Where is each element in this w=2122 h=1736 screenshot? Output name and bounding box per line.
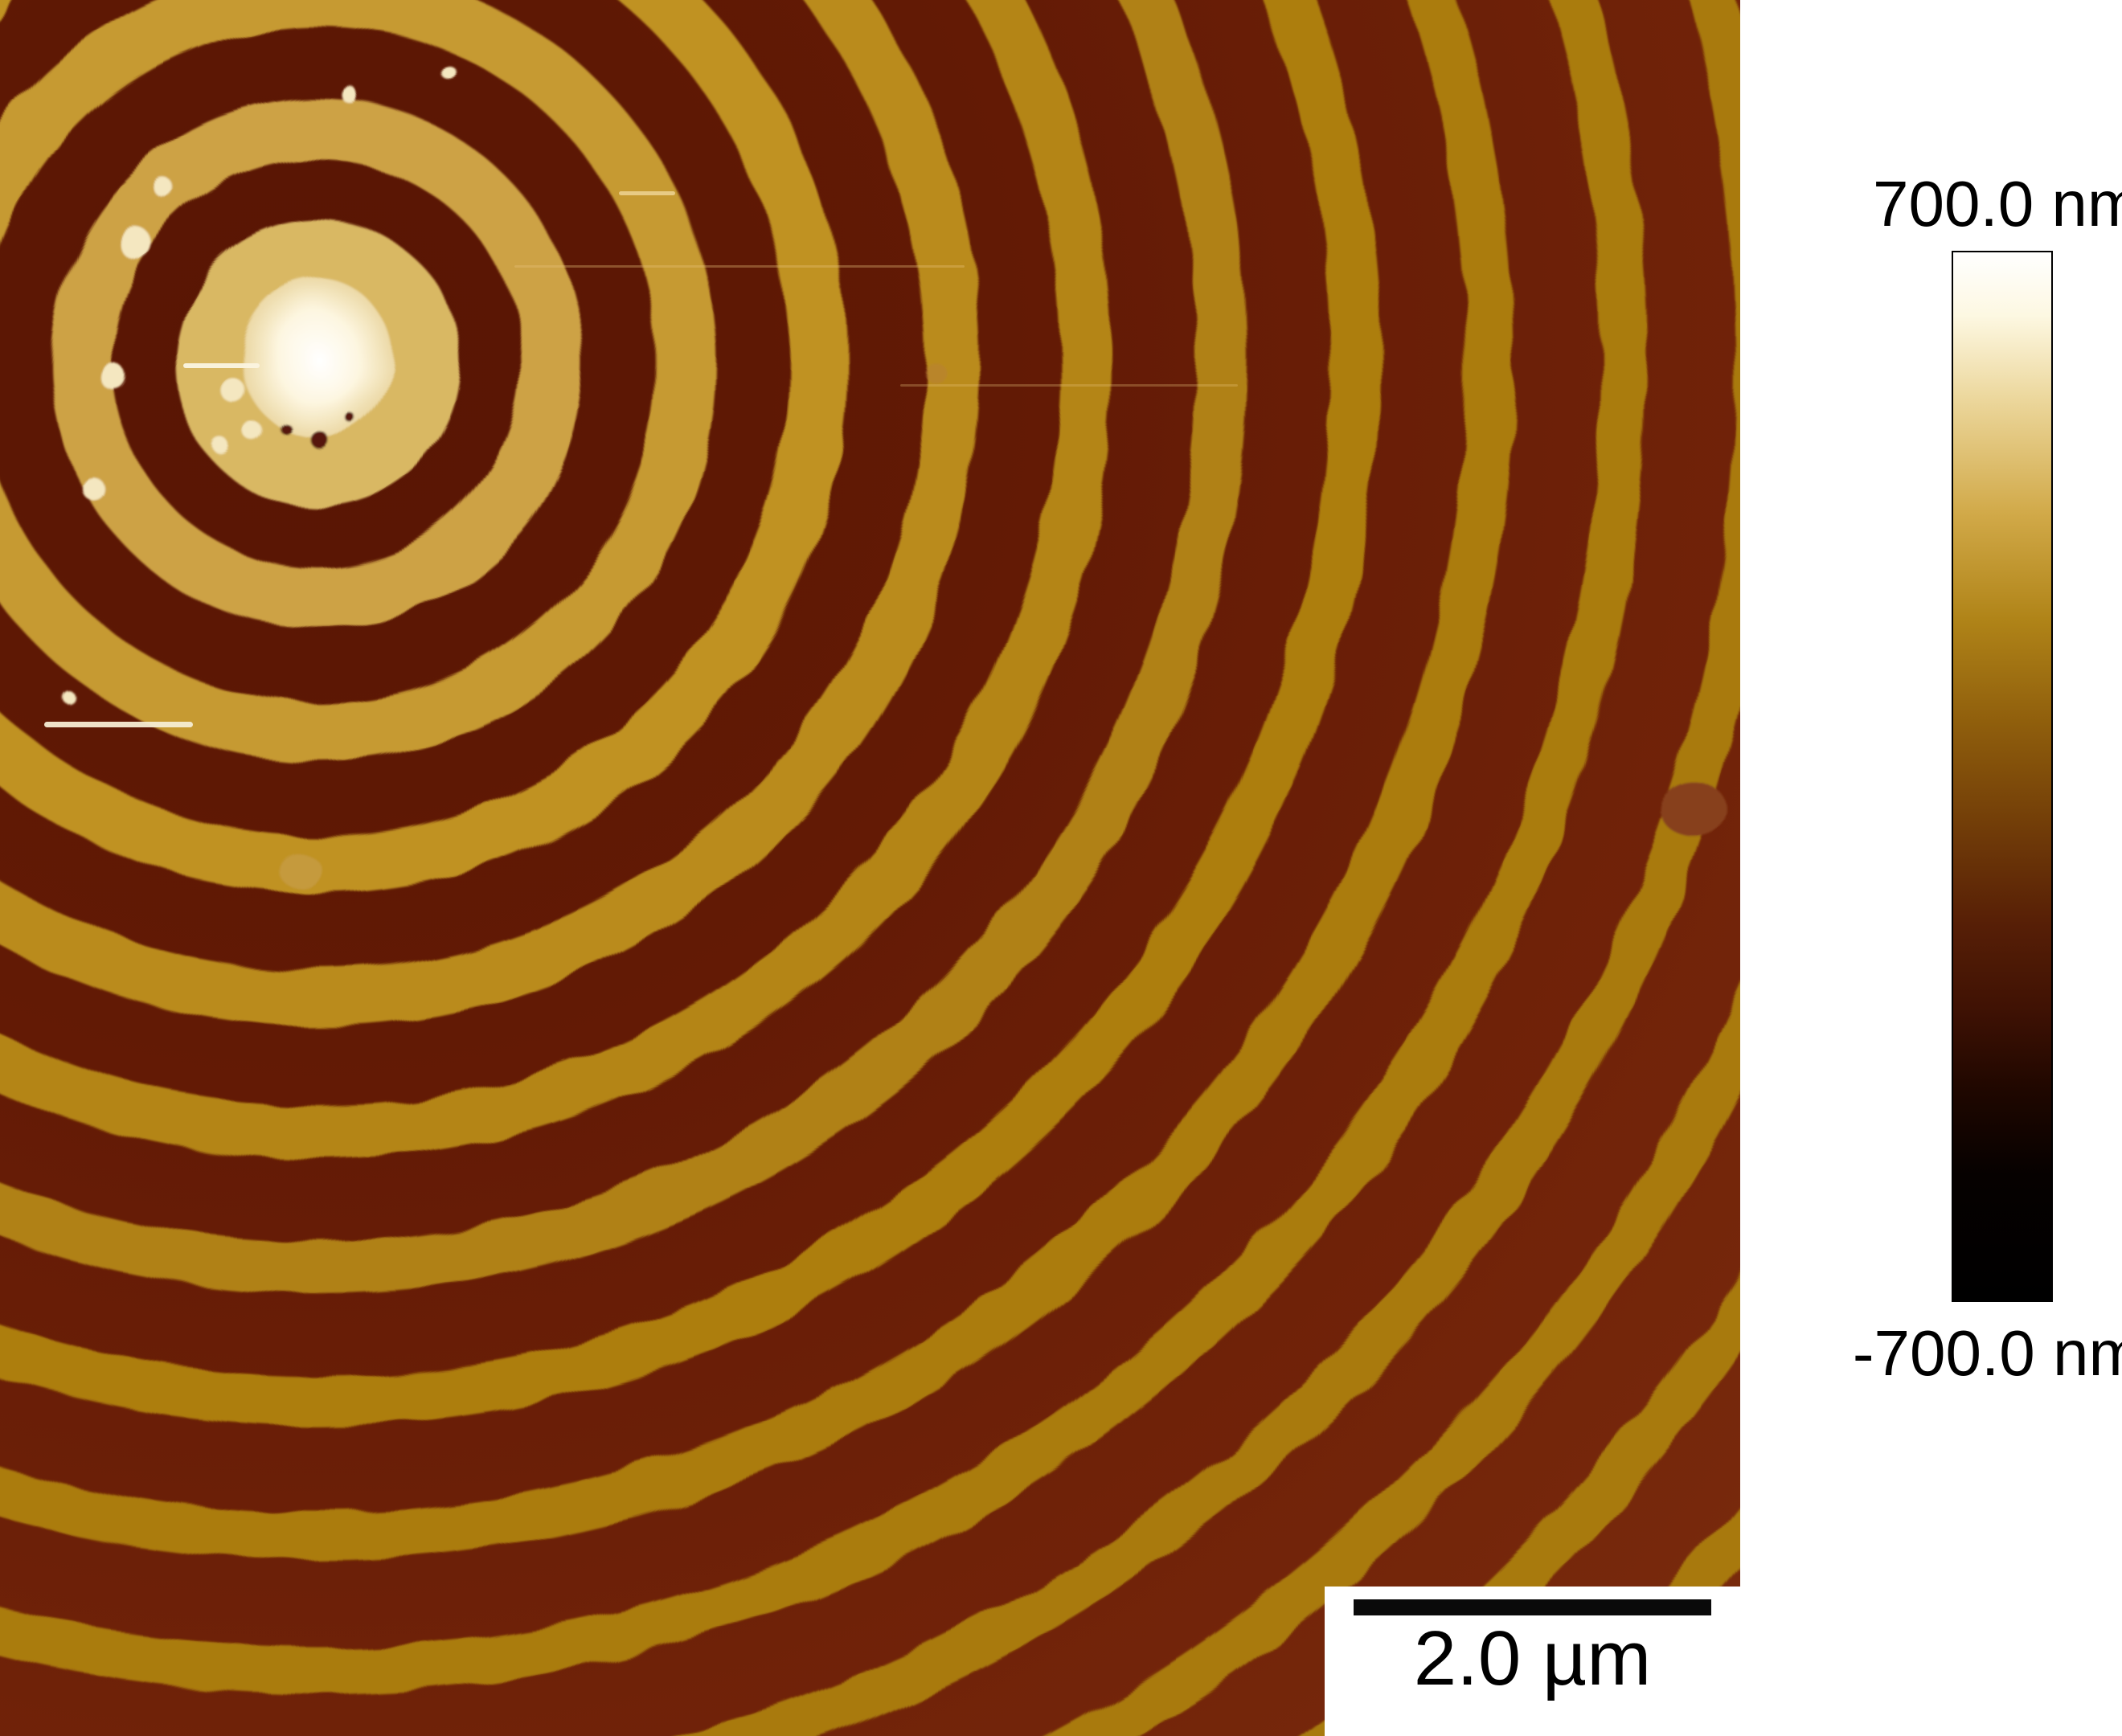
scale-bar — [1354, 1599, 1711, 1615]
colorbar-max-label: 700.0 nm — [1873, 168, 2122, 240]
colorbar-min-label: -700.0 nm — [1852, 1317, 2122, 1389]
colorbar-gradient — [1952, 251, 2053, 1302]
afm-topography-image: 2.0 µm — [0, 0, 1740, 1736]
scale-bar-label: 2.0 µm — [1413, 1615, 1652, 1701]
scale-bar-area: 2.0 µm — [1325, 1587, 1740, 1736]
afm-rings-svg — [0, 0, 1740, 1736]
